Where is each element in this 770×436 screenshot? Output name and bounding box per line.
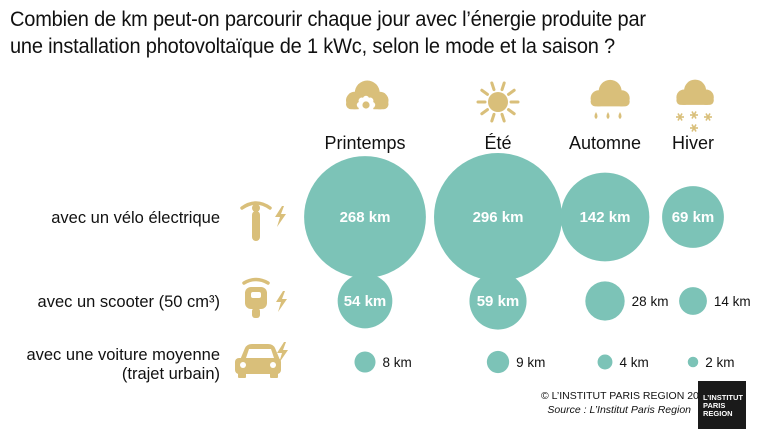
- value-label: 8 km: [383, 355, 412, 370]
- value-label: 2 km: [705, 355, 734, 370]
- chart-title: Combien de km peut-on parcourir chaque j…: [10, 6, 712, 60]
- season-label: Automne: [569, 133, 641, 153]
- value-label: 69 km: [672, 209, 715, 226]
- bubble: [337, 273, 393, 329]
- row-labels: avec un vélo électrique avec un scooter (…: [26, 209, 220, 383]
- season-label: Été: [484, 133, 511, 153]
- institut-logo: L’INSTITUT PARIS REGION: [698, 381, 746, 429]
- title-line-1: Combien de km peut-on parcourir chaque j…: [10, 7, 646, 31]
- logo-line-1: L’INSTITUT: [703, 393, 743, 402]
- season-labels: Printemps Été Automne Hiver: [324, 133, 714, 153]
- bubble: [434, 153, 562, 281]
- bubble: [597, 354, 613, 370]
- value-label: 28 km: [632, 294, 669, 309]
- lightning-icon: [277, 342, 288, 363]
- season-label: Printemps: [324, 133, 405, 153]
- bubble: [585, 281, 625, 321]
- value-label: 9 km: [516, 355, 545, 370]
- bubble: [469, 272, 527, 330]
- logo-line-2: PARIS: [703, 401, 726, 410]
- value-label: 59 km: [477, 293, 520, 310]
- bubble: [679, 287, 707, 315]
- bubble: [560, 172, 650, 262]
- season-label: Hiver: [672, 133, 714, 153]
- source-text: Source : L’Institut Paris Region: [547, 404, 691, 416]
- title-line-2: une installation photovoltaïque de 1 kWc…: [10, 34, 615, 58]
- lightning-icon: [276, 291, 287, 312]
- sun-icon: [476, 81, 520, 123]
- bubble: [486, 350, 510, 374]
- bubble: [354, 351, 376, 373]
- value-label: 296 km: [473, 209, 524, 226]
- season-icons: [346, 79, 714, 132]
- lightning-icon: [275, 206, 286, 227]
- row-label: avec un vélo électrique: [51, 209, 220, 227]
- bubbles: [304, 153, 724, 374]
- value-label: 54 km: [344, 293, 387, 310]
- sun-cloud-icon: [346, 80, 389, 115]
- credit-block: © L’INSTITUT PARIS REGION 2024 Source : …: [541, 389, 711, 417]
- logo-line-3: REGION: [703, 409, 733, 418]
- scooter-icon: [242, 277, 270, 318]
- value-labels: 268 km 296 km 142 km 69 km 54 km 59 km 28 km 14…: [340, 209, 751, 370]
- copyright-text: © L’INSTITUT PARIS REGION 2024: [541, 390, 711, 402]
- row-label: avec un scooter (50 cm³): [38, 293, 220, 311]
- bubble: [304, 156, 426, 278]
- value-label: 268 km: [340, 209, 391, 226]
- bubble: [687, 356, 699, 368]
- rain-cloud-icon: [590, 79, 630, 119]
- snow-cloud-icon: [676, 79, 714, 132]
- bubble: [662, 186, 724, 248]
- value-label: 142 km: [580, 209, 631, 226]
- car-icon: [235, 344, 281, 378]
- electric-bike-icon: [240, 201, 272, 241]
- row-label: (trajet urbain): [122, 365, 220, 383]
- value-label: 14 km: [714, 294, 751, 309]
- value-label: 4 km: [619, 355, 648, 370]
- row-label: avec une voiture moyenne: [26, 346, 220, 364]
- mode-icons: [235, 201, 288, 378]
